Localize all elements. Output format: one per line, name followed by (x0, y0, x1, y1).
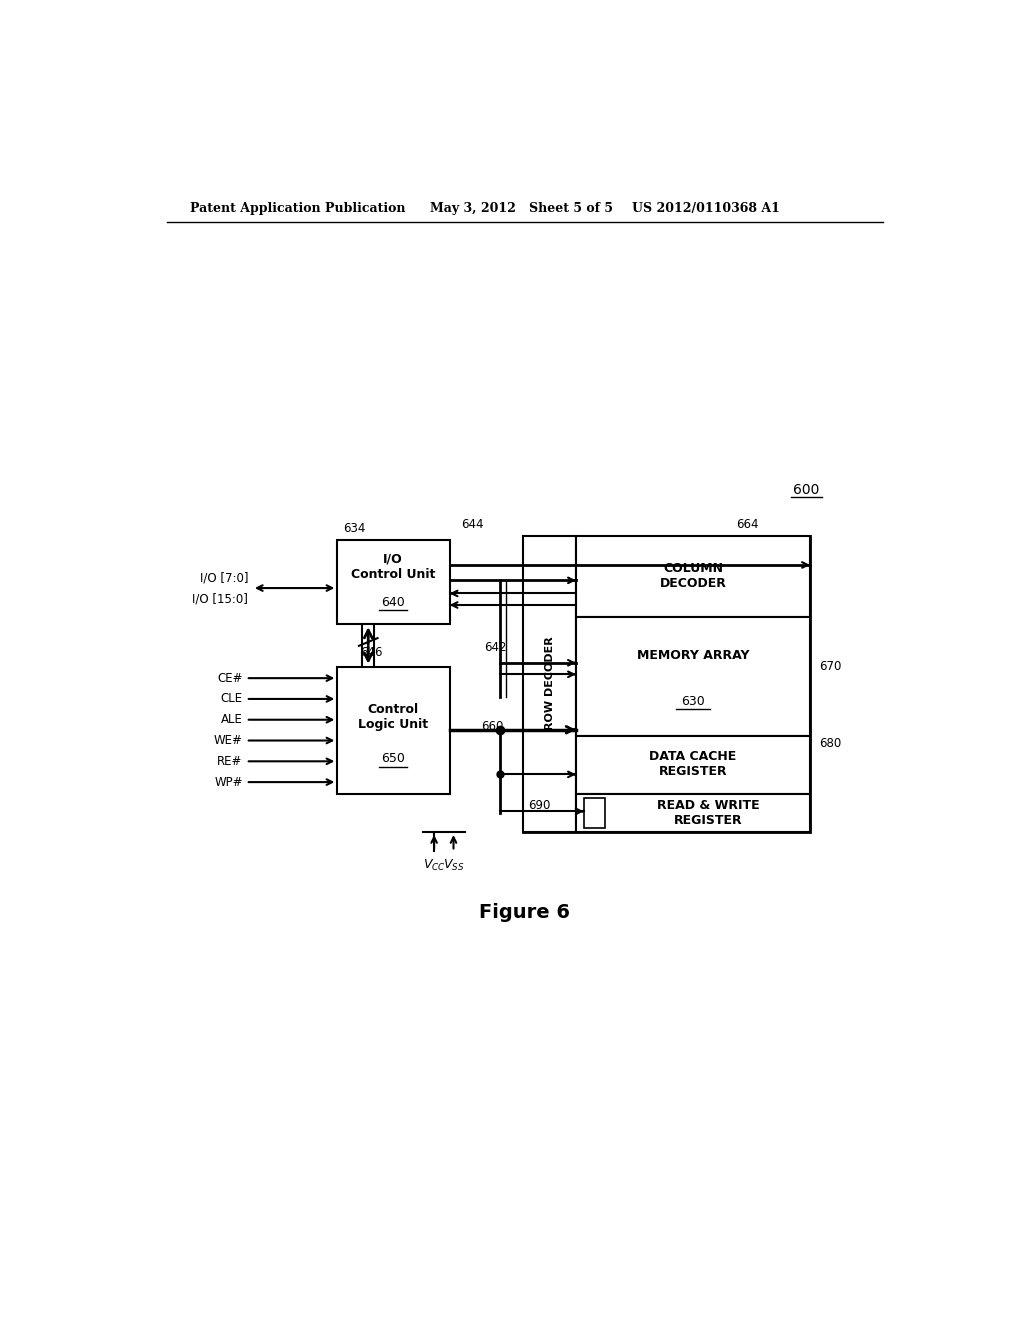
Text: I/O [15:0]: I/O [15:0] (193, 593, 248, 606)
Text: Patent Application Publication: Patent Application Publication (190, 202, 406, 215)
Text: $V_{SS}$: $V_{SS}$ (442, 858, 464, 873)
Text: CE#: CE# (217, 672, 243, 685)
Bar (575, 793, 810, 832)
Text: 640: 640 (381, 597, 404, 610)
Bar (575, 536, 810, 616)
Text: 630: 630 (681, 694, 705, 708)
Text: $V_{CC}$: $V_{CC}$ (423, 858, 445, 873)
Text: 642: 642 (484, 640, 507, 653)
Text: 664: 664 (736, 517, 759, 531)
Text: ALE: ALE (221, 713, 243, 726)
Text: ROW DECODER: ROW DECODER (545, 636, 555, 730)
Text: 646: 646 (360, 647, 383, 659)
Bar (337, 667, 450, 793)
Text: MEMORY ARRAY: MEMORY ARRAY (637, 648, 750, 661)
Text: DATA CACHE
REGISTER: DATA CACHE REGISTER (649, 750, 736, 779)
Text: WE#: WE# (214, 734, 243, 747)
Text: I/O [7:0]: I/O [7:0] (200, 572, 248, 585)
Text: 660: 660 (480, 721, 503, 733)
Text: 690: 690 (528, 799, 550, 812)
Text: Control
Logic Unit: Control Logic Unit (358, 702, 428, 731)
Text: READ & WRITE
REGISTER: READ & WRITE REGISTER (657, 799, 760, 826)
Text: 680: 680 (819, 737, 842, 750)
Text: US 2012/0110368 A1: US 2012/0110368 A1 (632, 202, 779, 215)
Bar (523, 536, 575, 832)
Bar (584, 797, 605, 829)
Text: I/O
Control Unit: I/O Control Unit (351, 553, 435, 581)
Text: CLE: CLE (220, 693, 243, 705)
Text: 644: 644 (461, 517, 483, 531)
Text: 650: 650 (381, 752, 404, 766)
Text: RE#: RE# (217, 755, 243, 768)
Text: WP#: WP# (214, 776, 243, 788)
Bar (575, 737, 810, 793)
Bar (575, 616, 810, 737)
Text: Figure 6: Figure 6 (479, 903, 570, 923)
Bar (337, 540, 450, 624)
Bar (523, 536, 810, 832)
Text: May 3, 2012   Sheet 5 of 5: May 3, 2012 Sheet 5 of 5 (430, 202, 613, 215)
Text: 634: 634 (343, 521, 366, 535)
Text: COLUMN
DECODER: COLUMN DECODER (659, 562, 726, 590)
Text: 670: 670 (819, 660, 842, 673)
Text: 600: 600 (793, 483, 819, 496)
